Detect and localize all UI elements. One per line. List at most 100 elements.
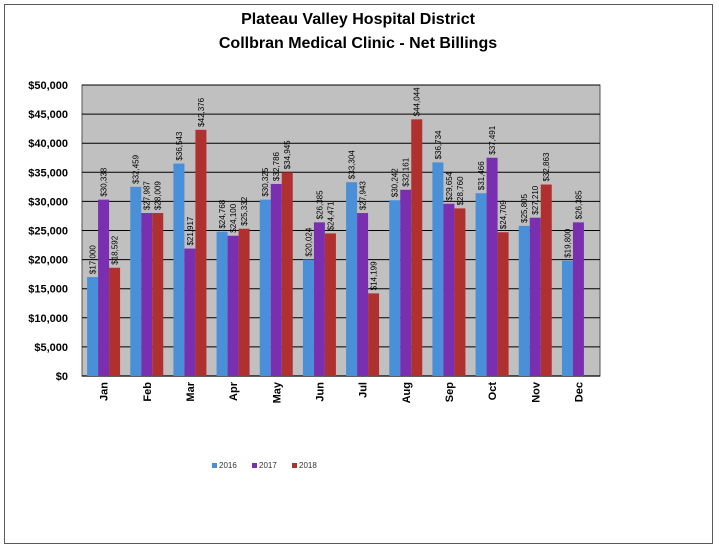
bar-2017-may <box>270 183 282 376</box>
data-label: $21,917 <box>186 216 195 245</box>
y-tick-label: $45,000 <box>28 109 68 121</box>
data-label: $36,543 <box>175 131 184 160</box>
x-tick-label: May <box>271 381 283 403</box>
x-tick-label: Jan <box>99 382 111 401</box>
x-tick-label: Nov <box>530 381 542 403</box>
bar-2017-apr <box>227 235 239 376</box>
bar-2016-jul <box>346 182 358 376</box>
chart-title: Plateau Valley Hospital District <box>241 11 476 28</box>
x-tick-label: Feb <box>142 382 154 402</box>
bar-2018-oct <box>497 232 509 376</box>
x-tick-label: Jul <box>358 382 370 398</box>
data-label: $27,210 <box>531 185 540 214</box>
data-label: $32,161 <box>402 157 411 186</box>
data-label: $25,332 <box>240 196 249 225</box>
data-label: $36,734 <box>434 130 443 159</box>
data-label: $32,786 <box>272 151 281 180</box>
data-label: $30,338 <box>100 167 109 196</box>
y-tick-label: $20,000 <box>28 255 68 267</box>
data-label: $32,863 <box>542 152 551 181</box>
bar-2016-may <box>259 199 271 376</box>
bar-2018-sep <box>454 208 466 376</box>
legend-entry: 2018 <box>299 461 317 470</box>
bar-2018-feb <box>152 213 164 376</box>
bar-2017-oct <box>486 157 498 376</box>
x-tick-label: Apr <box>228 381 240 401</box>
data-label: $17,000 <box>89 245 98 274</box>
data-label: $24,709 <box>499 200 508 229</box>
bar-2017-jul <box>357 213 369 376</box>
x-axis-ticks: Jan Feb Mar Apr May Jun Jul Aug Sep Oct Nov Dec <box>99 381 586 403</box>
bar-2018-nov <box>540 184 552 376</box>
legend-entry: 2016 <box>219 461 237 470</box>
bar-2018-jan <box>109 267 121 376</box>
bar-2018-jun <box>324 233 336 376</box>
data-label: $24,768 <box>218 199 227 228</box>
legend-swatch <box>252 463 257 468</box>
bar-2016-oct <box>475 193 487 376</box>
bar-2016-dec <box>561 260 573 376</box>
data-label: $29,654 <box>445 171 454 200</box>
data-label: $28,009 <box>154 181 163 210</box>
data-label: $14,199 <box>370 261 379 290</box>
legend-entry: 2017 <box>259 461 277 470</box>
x-tick-label: Oct <box>487 382 499 401</box>
y-tick-label: $0 <box>56 371 68 383</box>
data-label: $27,987 <box>143 181 152 210</box>
data-label: $20,024 <box>304 227 313 256</box>
data-labels: $17,000 $30,338 $18,592 $32,459$27,987 $28,0… <box>89 87 584 290</box>
chart-subtitle: Collbran Medical Clinic - Net Billings <box>219 35 497 52</box>
bar-2018-aug <box>411 119 423 376</box>
data-label: $18,592 <box>111 235 120 264</box>
data-label: $26,385 <box>574 190 583 219</box>
y-tick-label: $50,000 <box>28 80 68 92</box>
bar-2017-mar <box>184 248 196 376</box>
bar-2017-nov <box>529 217 541 376</box>
bar-2016-sep <box>432 162 444 376</box>
legend-swatch <box>212 463 217 468</box>
data-label: $42,376 <box>197 97 206 126</box>
data-label: $19,800 <box>563 228 572 257</box>
y-tick-label: $40,000 <box>28 138 68 150</box>
legend-swatch <box>292 463 297 468</box>
bar-2017-jan <box>98 199 110 376</box>
data-label: $26,385 <box>315 190 324 219</box>
data-label: $24,471 <box>326 201 335 230</box>
x-tick-label: Dec <box>573 382 585 402</box>
bar-2016-mar <box>173 163 185 376</box>
bar-2017-sep <box>443 203 455 376</box>
y-axis-ticks: $0 $5,000 $10,000 $15,000 $20,000 $25,000 $30,… <box>28 80 68 383</box>
data-label: $34,945 <box>283 140 292 169</box>
bar-2016-jan <box>87 277 99 376</box>
x-tick-label: Jun <box>314 382 326 402</box>
legend: 2016 2017 2018 <box>212 461 317 470</box>
x-tick-label: Sep <box>444 382 456 402</box>
bars <box>87 119 584 376</box>
data-label: $44,044 <box>413 87 422 116</box>
data-label: $30,325 <box>261 167 270 196</box>
bar-2018-mar <box>195 129 207 376</box>
bar-2018-apr <box>238 228 250 376</box>
bar-2017-dec <box>572 222 584 376</box>
bar-2018-may <box>281 172 293 376</box>
bar-2017-feb <box>141 213 153 376</box>
y-tick-label: $30,000 <box>28 196 68 208</box>
y-tick-label: $10,000 <box>28 313 68 325</box>
gridlines <box>82 84 600 377</box>
bar-2018-jul <box>368 293 380 376</box>
data-label: $30,242 <box>391 168 400 197</box>
bar-2017-aug <box>400 189 412 376</box>
data-label: $27,943 <box>359 181 368 210</box>
bar-2016-nov <box>518 225 530 376</box>
data-label: $24,100 <box>229 203 238 232</box>
data-label: $37,491 <box>488 125 497 154</box>
data-label: $31,466 <box>477 161 486 190</box>
y-tick-label: $25,000 <box>28 226 68 238</box>
data-label: $32,459 <box>132 154 141 183</box>
bar-2017-jun <box>313 222 325 376</box>
bar-2016-apr <box>216 231 228 376</box>
data-label: $28,760 <box>456 176 465 205</box>
y-tick-label: $35,000 <box>28 167 68 179</box>
bar-2016-jun <box>302 259 314 376</box>
